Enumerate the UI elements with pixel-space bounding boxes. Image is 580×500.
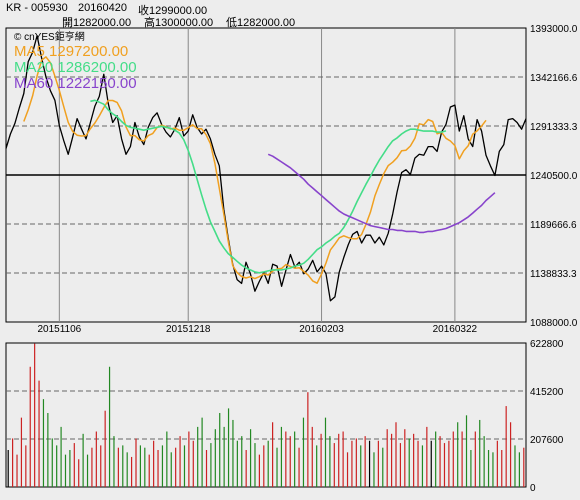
volume-tick-label: 207600 (530, 435, 564, 446)
volume-panel-frame (5, 342, 527, 488)
series-line-ma5 (23, 56, 487, 284)
x-tick-label: 20160203 (299, 324, 344, 335)
series-line-ma20 (90, 99, 447, 274)
y-tick-label: 1189666.6 (530, 220, 577, 231)
x-tick-label: 20151218 (166, 324, 211, 335)
open-price-label: 開1282000.00 (62, 17, 132, 29)
series-line-close (5, 35, 527, 302)
legend-ma60: MA60 1222150.00 (14, 75, 137, 92)
close-price-label: 收1299000.00 (138, 5, 208, 17)
y-tick-label: 1138833.3 (530, 269, 577, 280)
legend-ma20: MA20 1286200.00 (14, 59, 137, 76)
source-watermark: © cnYES鉅亨網 (14, 30, 85, 43)
x-tick-label: 20151106 (37, 324, 81, 335)
y-tick-label: 1342166.6 (530, 73, 578, 84)
y-tick-label: 1291333.3 (530, 122, 578, 133)
x-tick-label: 20160322 (433, 324, 478, 335)
y-tick-label: 1393000.0 (530, 24, 578, 35)
volume-tick-label: 415200 (530, 387, 564, 398)
y-tick-label: 1240500.0 (530, 171, 578, 182)
symbol-label: KR - 005930 (6, 2, 68, 14)
volume-tick-label: 0 (530, 483, 536, 494)
legend-ma5: MA5 1297200.00 (14, 43, 128, 60)
y-tick-label: 1088000.0 (530, 318, 578, 329)
series-line-ma60 (267, 153, 496, 234)
high-price-label: 高1300000.00 (144, 17, 214, 29)
date-label: 20160420 (78, 2, 127, 14)
low-price-label: 低1282000.00 (226, 17, 296, 29)
volume-tick-label: 622800 (530, 339, 564, 350)
